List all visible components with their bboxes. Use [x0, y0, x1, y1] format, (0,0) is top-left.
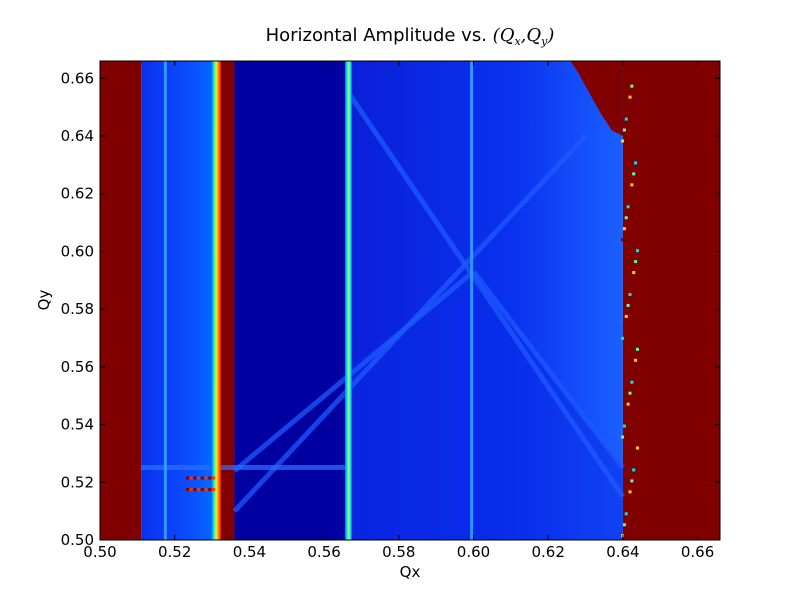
edge-speckle — [197, 488, 201, 492]
y-tick-label: 0.50 — [61, 531, 94, 549]
diagonal-resonance-4 — [471, 270, 625, 470]
edge-speckle — [189, 488, 193, 492]
plot-frame — [99, 60, 721, 541]
boundary-speckle — [624, 117, 628, 121]
edge-speckle — [193, 476, 197, 480]
x-tick-label: 0.52 — [158, 543, 191, 561]
boundary-speckle — [630, 183, 634, 187]
diagonal-resonance-2 — [344, 88, 625, 499]
boundary-speckle — [621, 139, 625, 143]
boundary-speckle — [624, 512, 628, 516]
y-tick-label: 0.64 — [61, 127, 94, 145]
boundary-speckle — [630, 84, 634, 88]
edge-speckle — [212, 488, 216, 492]
edge-speckle — [197, 476, 201, 480]
boundary-speckle — [628, 292, 632, 296]
y-tick-label: 0.54 — [61, 416, 94, 434]
boundary-speckle — [626, 402, 630, 406]
region-lost-gap — [219, 61, 235, 540]
edge-speckle — [200, 476, 204, 480]
boundary-speckle — [622, 227, 626, 231]
boundary-speckle — [634, 457, 638, 461]
x-tick-label: 0.66 — [681, 543, 714, 561]
boundary-speckle — [622, 424, 626, 428]
boundary-speckle — [630, 282, 634, 286]
vertical-resonance-4 — [470, 61, 474, 540]
edge-speckle — [200, 488, 204, 492]
edge-speckle — [189, 476, 193, 480]
boundary-speckle — [628, 95, 632, 99]
y-tick-label: 0.62 — [61, 185, 94, 203]
boundary-speckle — [630, 479, 634, 483]
chart-title: Horizontal Amplitude vs. (Qx,Qy) — [266, 25, 555, 48]
boundary-speckle — [626, 205, 630, 209]
y-tick-label: 0.66 — [61, 69, 94, 87]
region-band-2 — [234, 61, 351, 540]
heatmap-area — [100, 61, 720, 540]
boundary-speckle — [632, 271, 636, 275]
boundary-speckle — [635, 249, 639, 253]
boundary-speckle — [626, 303, 630, 307]
boundary-speckle — [621, 435, 625, 439]
boundary-speckle — [621, 238, 625, 242]
boundary-speckle — [634, 260, 638, 264]
boundary-speckle — [634, 161, 638, 165]
boundary-speckle — [622, 128, 626, 132]
horizontal-resonance — [141, 464, 347, 470]
vertical-resonance-1 — [163, 61, 167, 540]
y-tick-label: 0.58 — [61, 300, 94, 318]
boundary-speckle — [635, 446, 639, 450]
vertical-resonance-2 — [210, 61, 221, 540]
edge-speckle — [185, 476, 189, 480]
region-lost-right — [622, 61, 720, 540]
axis-ticks: 0.50 0.52 0.54 0.56 0.58 0.60 0.62 0.64 0.66 0.50… — [61, 61, 720, 561]
x-tick-label: 0.54 — [233, 543, 266, 561]
y-tick-label: 0.60 — [61, 242, 94, 260]
region-band-1 — [141, 61, 216, 540]
boundary-speckle — [622, 325, 626, 329]
boundary-speckle — [624, 413, 628, 417]
boundary-speckle — [628, 194, 632, 198]
y-tick-label: 0.56 — [61, 358, 94, 376]
x-tick-label: 0.60 — [457, 543, 490, 561]
diagonal-resonance-3 — [232, 269, 476, 473]
edge-speckle — [193, 488, 197, 492]
boundary-speckle — [622, 523, 626, 527]
boundary-speckle — [630, 380, 634, 384]
boundary-speckle — [624, 314, 628, 318]
x-tick-label: 0.62 — [531, 543, 564, 561]
region-band3-lower — [350, 271, 623, 540]
boundary-speckle — [632, 468, 636, 472]
y-axis-label: Qy — [35, 290, 53, 311]
y-tick-label: 0.52 — [61, 473, 94, 491]
edge-speckle — [204, 476, 208, 480]
boundary-speckle — [626, 106, 630, 110]
edge-speckle — [185, 488, 189, 492]
boundary-speckle — [628, 490, 632, 494]
x-axis-label: Qx — [400, 563, 421, 581]
edge-speckle — [204, 488, 208, 492]
x-tick-label: 0.56 — [307, 543, 340, 561]
x-tick-label: 0.64 — [606, 543, 639, 561]
boundary-speckle — [635, 347, 639, 351]
vertical-resonance-3 — [344, 61, 352, 540]
edge-speckle — [208, 488, 212, 492]
boundary-speckle — [632, 369, 636, 373]
x-tick-label: 0.50 — [83, 543, 116, 561]
region-lost-left — [100, 61, 142, 540]
edge-speckle — [212, 476, 216, 480]
boundary-speckle — [628, 391, 632, 395]
boundary-speckle — [634, 358, 638, 362]
boundary-speckle — [635, 150, 639, 154]
region-lost-corner — [570, 61, 623, 137]
boundary-speckle — [632, 172, 636, 176]
x-tick-label: 0.58 — [382, 543, 415, 561]
boundary-speckle — [624, 216, 628, 220]
edge-speckle — [208, 476, 212, 480]
boundary-speckle — [621, 336, 625, 340]
boundary-speckle — [626, 501, 630, 505]
